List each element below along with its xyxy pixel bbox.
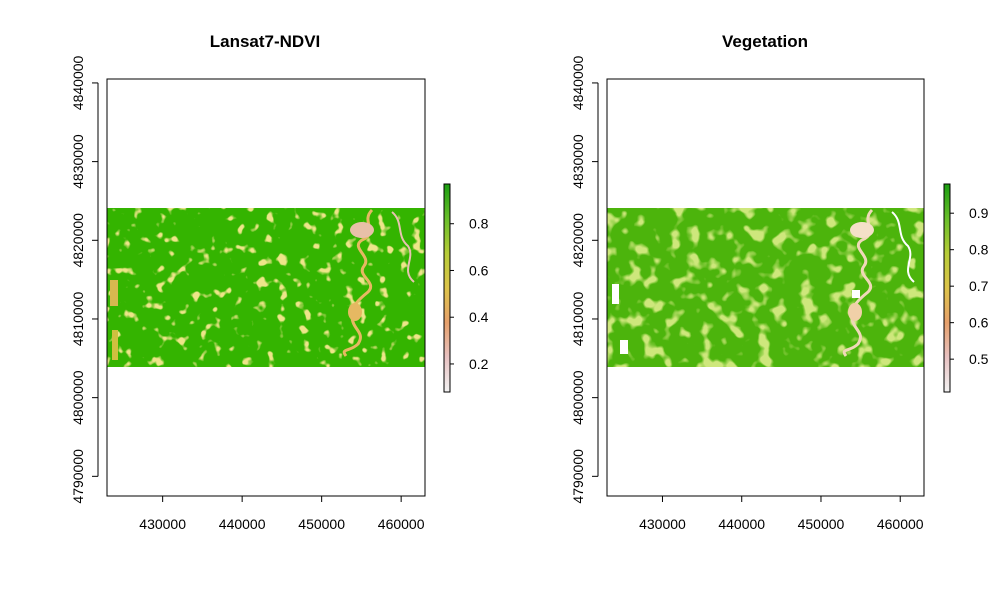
bare-patch	[110, 280, 118, 306]
y-tick-label: 4800000	[70, 370, 86, 425]
river-branch	[391, 211, 415, 283]
axes: 430000 440000 450000 460000 4790000 4800000 48…	[570, 55, 924, 532]
colorbar-tick-label: 0.9	[969, 205, 989, 221]
colorbar	[943, 183, 951, 393]
colorbar-tick-label: 0.6	[469, 262, 489, 278]
raster-speckle	[607, 208, 924, 367]
raster-speckle	[107, 208, 425, 367]
chart-title: Lansat7-NDVI	[210, 32, 321, 51]
x-tick-label: 430000	[639, 516, 686, 532]
y-tick-label: 4790000	[70, 449, 86, 504]
bare-patch	[848, 303, 862, 321]
y-tick-label: 4790000	[570, 449, 586, 504]
bare-patch	[112, 330, 118, 360]
raster-ndvi	[107, 208, 425, 367]
nodata-patch	[852, 290, 860, 298]
axes: 430000 440000 450000 460000 4790000 4800000 48…	[70, 55, 425, 532]
y-tick-label: 4820000	[570, 213, 586, 268]
y-tick-label: 4840000	[70, 55, 86, 110]
colorbar-tick-label: 0.8	[469, 216, 489, 232]
x-tick-label: 440000	[718, 516, 765, 532]
x-tick-label: 450000	[298, 516, 345, 532]
y-tick-label: 4830000	[570, 134, 586, 189]
nodata-patch	[612, 284, 619, 304]
colorbar-tick-label: 0.5	[969, 351, 989, 367]
colorbar-tick-label: 0.8	[969, 242, 989, 258]
legend-colorbar: 0.2 0.4 0.6 0.8	[443, 183, 489, 393]
y-tick-label: 4810000	[70, 292, 86, 347]
x-tick-label: 450000	[798, 516, 845, 532]
y-tick-label: 4830000	[70, 134, 86, 189]
x-tick-label: 460000	[877, 516, 924, 532]
raster-vegetation	[607, 208, 924, 367]
river-feature	[342, 208, 374, 357]
colorbar	[443, 183, 451, 393]
colorbar-ticks: 0.2 0.4 0.6 0.8	[450, 216, 489, 372]
nodata-patch	[620, 340, 628, 354]
river-feature	[842, 208, 874, 357]
x-tick-label: 430000	[139, 516, 186, 532]
colorbar-tick-label: 0.4	[469, 309, 489, 325]
chart-title: Vegetation	[722, 32, 808, 51]
colorbar-tick-label: 0.7	[969, 278, 989, 294]
y-tick-label: 4800000	[570, 370, 586, 425]
colorbar-tick-label: 0.2	[469, 356, 489, 372]
bare-patch	[348, 303, 362, 321]
panel-ndvi: Lansat7-NDVI 430000 440000 450000 460000 479…	[70, 32, 489, 532]
legend-colorbar: 0.5 0.6 0.7 0.8 0.9	[943, 183, 989, 393]
y-tick-label: 4840000	[570, 55, 586, 110]
y-tick-label: 4820000	[70, 213, 86, 268]
bare-patch	[850, 222, 874, 238]
panel-vegetation: Vegetation 430000 440000 450000 460000 47900…	[570, 32, 989, 532]
y-tick-label: 4810000	[570, 292, 586, 347]
x-tick-label: 460000	[378, 516, 425, 532]
colorbar-ticks: 0.5 0.6 0.7 0.8 0.9	[950, 205, 989, 367]
x-tick-label: 440000	[219, 516, 266, 532]
river-branch	[891, 211, 915, 283]
colorbar-tick-label: 0.6	[969, 315, 989, 331]
bare-patch	[350, 222, 374, 238]
